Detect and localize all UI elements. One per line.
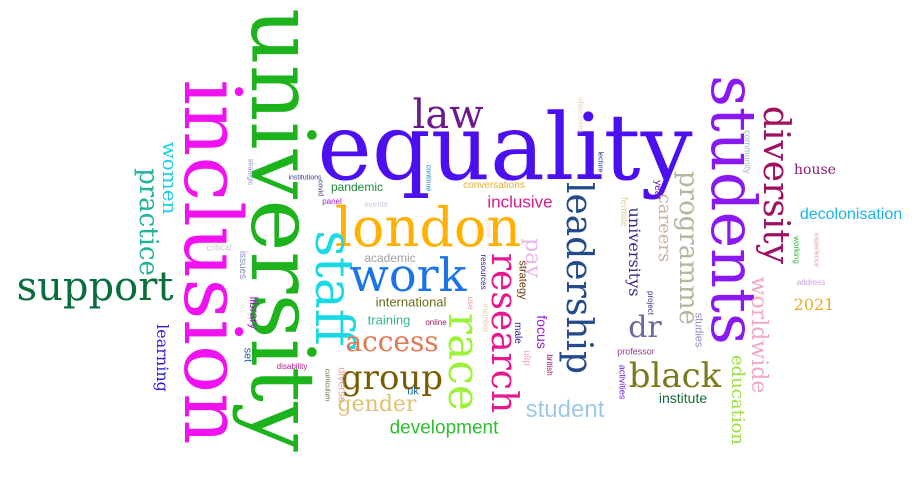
word-issues: issues: [237, 250, 248, 280]
word-conversations: conversations: [463, 180, 525, 191]
word-group: group: [340, 358, 444, 398]
word-disability: disability: [276, 362, 308, 371]
word-work: work: [349, 248, 467, 302]
word-panel: panel: [322, 197, 342, 206]
word-working: working: [792, 236, 801, 264]
word-professor: professor: [617, 346, 655, 357]
word-objectives: objectives: [576, 97, 585, 133]
word-diversity: diversity: [755, 105, 796, 265]
word-project: project: [646, 290, 655, 316]
word-diverse: diverse: [335, 367, 348, 403]
word-critical: critical: [206, 242, 232, 253]
word-equality: equality: [317, 94, 693, 201]
word-student: student: [525, 396, 605, 423]
word-international: international: [375, 294, 447, 310]
word-gender: gender: [337, 392, 417, 417]
word-strategic: strategic: [246, 158, 254, 186]
word-london: london: [334, 196, 522, 259]
word-community: community: [742, 130, 753, 174]
word-ulip: ulip: [521, 350, 532, 366]
word-lecture: lecture: [596, 151, 604, 173]
word-pandemic: pandemic: [330, 180, 384, 194]
word-black: black: [628, 356, 722, 396]
word-studies: studies: [692, 312, 705, 348]
word-institute: institute: [658, 390, 708, 406]
word-women: women: [158, 141, 182, 215]
word-worldwide: worldwide: [746, 276, 771, 394]
word-year: year: [652, 180, 663, 200]
word-female: female: [618, 196, 629, 228]
word-development: development: [389, 417, 499, 439]
word-library: library: [247, 296, 261, 330]
word-training: training: [367, 312, 411, 328]
word-continue: continue: [424, 164, 432, 192]
word-learning: learning: [153, 324, 172, 392]
word-events: events: [364, 200, 388, 209]
word-curriculum: curriculum: [323, 368, 331, 402]
word-2021: 2021: [793, 295, 835, 314]
word-focus: focus: [534, 315, 550, 349]
word-education: education: [727, 355, 748, 445]
word-british: british: [545, 354, 554, 376]
word-programme: programme: [673, 171, 703, 325]
word-covid: covid: [316, 179, 324, 197]
word-dr: dr: [628, 310, 662, 345]
word-global: global: [484, 218, 492, 238]
word-careers: careers: [654, 193, 675, 263]
word-law: law: [412, 92, 484, 138]
word-use: use: [466, 296, 475, 310]
word-member: member: [481, 303, 490, 333]
word-academic: academic: [364, 251, 416, 265]
word-resources: resources: [479, 254, 488, 290]
word-strategy: strategy: [516, 260, 529, 300]
word-leadership: leadership: [558, 181, 599, 375]
word-support: support: [16, 264, 174, 310]
word-institutions: institutions: [288, 174, 322, 182]
word-race: race: [438, 313, 489, 411]
word-uk: uk: [407, 385, 419, 398]
word-set: set: [241, 347, 254, 363]
word-activities: activities: [617, 364, 628, 400]
word-male: male: [512, 322, 523, 344]
word-decolonisation: decolonisation: [799, 206, 903, 223]
word-house: house: [794, 162, 836, 178]
word-address: address: [796, 278, 826, 287]
word-online: online: [425, 318, 447, 327]
word-access: access: [345, 325, 439, 358]
word-inclusive: inclusive: [487, 192, 553, 212]
word-experience: experience: [812, 232, 820, 268]
